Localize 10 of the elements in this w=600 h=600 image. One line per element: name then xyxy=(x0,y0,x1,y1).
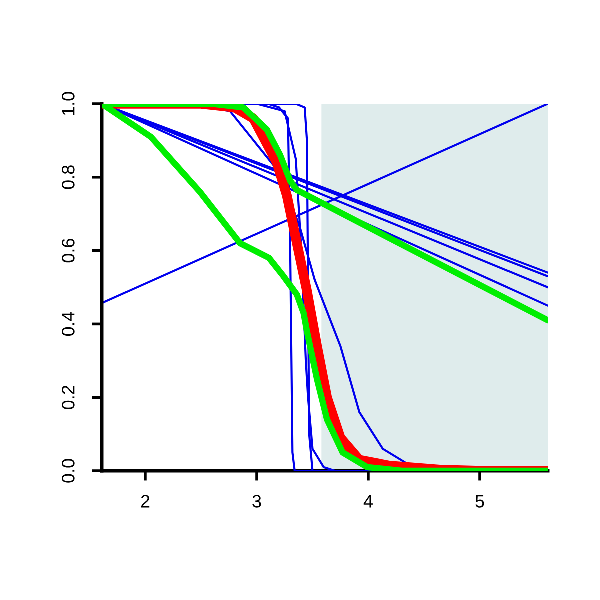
x-tick-label: 2 xyxy=(141,495,150,508)
y-tick-label: 0.2 xyxy=(62,386,75,410)
x-tick-label: 3 xyxy=(252,495,262,508)
y-tick-label: 1.0 xyxy=(62,92,75,116)
y-tick-label: 0.8 xyxy=(62,166,75,190)
y-tick-label: 0.4 xyxy=(62,312,75,336)
y-tick-label: 0.6 xyxy=(62,239,75,263)
x-tick-label: 4 xyxy=(364,495,373,508)
y-tick-label: 0.0 xyxy=(62,459,75,483)
x-tick-label: 5 xyxy=(476,495,484,508)
